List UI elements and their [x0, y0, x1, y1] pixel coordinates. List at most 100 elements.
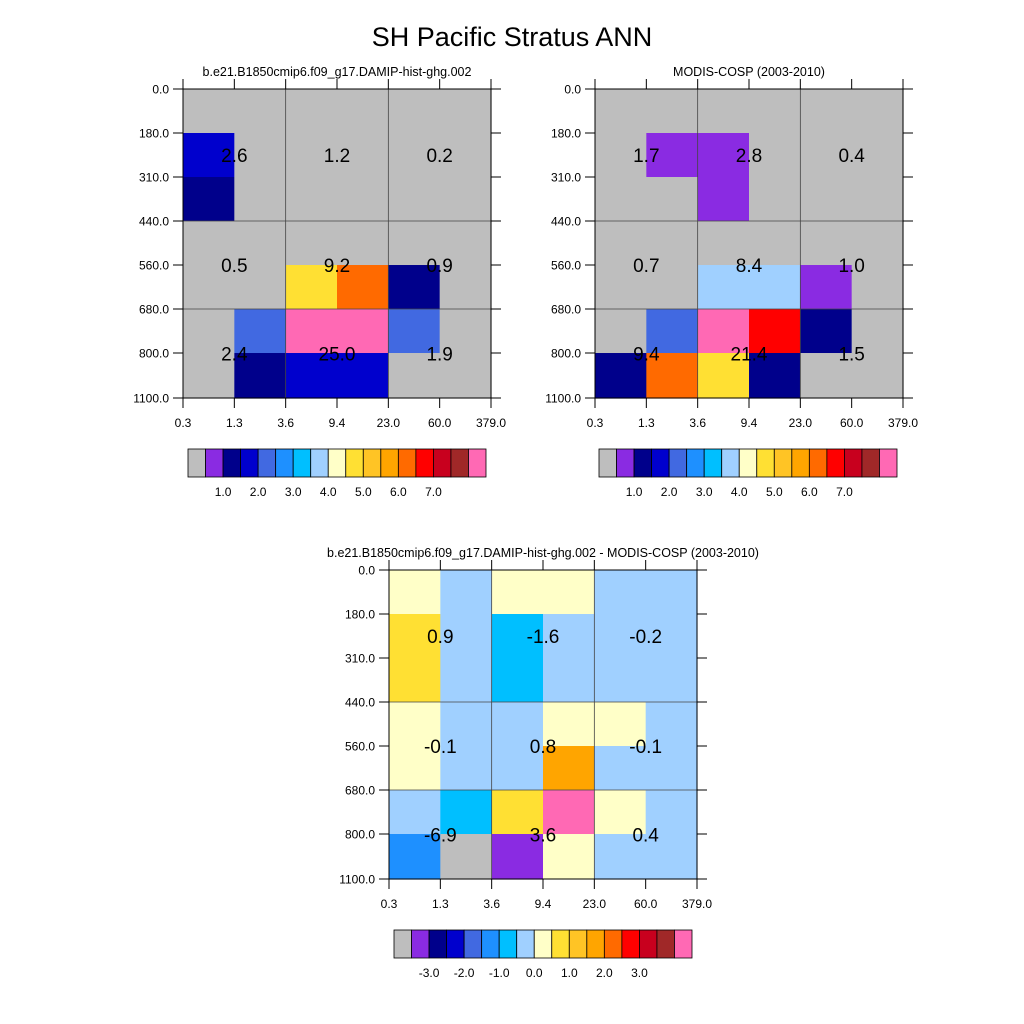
heat-cell — [800, 353, 853, 399]
colorbar-swatch — [756, 448, 775, 478]
colorbar-label: 6.0 — [801, 485, 818, 499]
heat-cell — [234, 221, 287, 266]
heat-cell — [800, 309, 853, 354]
heat-cell — [388, 353, 441, 399]
cell-value-label: 9.2 — [324, 256, 350, 277]
x-tick-label: 0.3 — [587, 416, 604, 430]
cell-value-label: 3.6 — [530, 826, 556, 847]
colorbar-swatch — [674, 929, 693, 959]
colorbar-swatch — [310, 448, 329, 478]
heat-cell — [595, 177, 647, 222]
heat-cell — [851, 353, 904, 399]
colorbar-label: 2.0 — [596, 966, 613, 980]
heat-cell — [749, 353, 801, 399]
heat-cell — [234, 133, 287, 178]
colorbar-swatch — [222, 448, 241, 478]
colorbar-swatch — [327, 448, 347, 478]
colorbar-label: 5.0 — [355, 485, 372, 499]
heat-cell — [800, 89, 853, 134]
colorbar-swatch — [428, 929, 447, 959]
colorbar-swatch — [205, 448, 224, 478]
heat-cell — [646, 89, 699, 134]
colorbar-swatch — [598, 448, 617, 478]
heat-cell — [594, 790, 647, 835]
x-tick-label: 23.0 — [583, 897, 607, 911]
heat-cell — [594, 834, 647, 880]
cell-value-label: 1.9 — [426, 345, 452, 366]
heat-cell — [388, 89, 441, 134]
y-tick-label: 0.0 — [152, 83, 169, 97]
heat-cell — [285, 89, 338, 134]
x-tick-label: 1.3 — [226, 416, 243, 430]
heat-cell — [594, 702, 647, 747]
heat-cell — [285, 309, 338, 354]
heat-cell — [183, 133, 235, 178]
heat-cell — [851, 133, 904, 178]
x-tick-label: 3.6 — [277, 416, 294, 430]
heat-cell — [646, 353, 699, 399]
x-tick-label: 60.0 — [840, 416, 864, 430]
heat-cell — [389, 658, 441, 703]
heat-cell — [491, 834, 544, 880]
colorbar-swatch — [397, 448, 417, 478]
heat-cell — [800, 265, 853, 310]
heat-cell — [337, 309, 389, 354]
heat-cell — [439, 309, 492, 354]
heat-cell — [697, 177, 750, 222]
cell-value-label: -1.6 — [527, 627, 560, 648]
cell-value-label: -6.9 — [424, 826, 457, 847]
heat-cell — [851, 309, 904, 354]
colorbar-swatch — [240, 448, 259, 478]
y-tick-label: 680.0 — [139, 303, 169, 317]
y-tick-label: 180.0 — [551, 127, 581, 141]
colorbar-label: 2.0 — [661, 485, 678, 499]
colorbar-label: 0.0 — [526, 966, 543, 980]
colorbar-swatch — [808, 448, 828, 478]
heat-cell — [337, 133, 389, 178]
heat-cell — [697, 265, 750, 310]
heat-cell — [388, 133, 441, 178]
colorbar-swatch — [446, 929, 465, 959]
heat-cell — [183, 221, 235, 266]
heat-cell — [595, 353, 647, 399]
cell-value-label: 1.5 — [838, 345, 864, 366]
colorbar-swatch — [187, 448, 206, 478]
heat-cell — [749, 133, 801, 178]
heat-cell — [594, 746, 647, 791]
y-tick-label: 560.0 — [551, 259, 581, 273]
heat-cell — [491, 570, 544, 615]
cell-value-label: 1.2 — [324, 146, 350, 167]
cell-value-label: 0.9 — [427, 627, 453, 648]
y-tick-label: 180.0 — [345, 608, 375, 622]
y-tick-label: 800.0 — [345, 828, 375, 842]
heat-cell — [543, 790, 595, 835]
colorbar-swatch — [844, 448, 863, 478]
heat-cell — [851, 177, 904, 222]
cell-value-label: 0.2 — [426, 146, 452, 167]
cell-value-label: 25.0 — [319, 345, 356, 366]
heat-cell — [234, 89, 287, 134]
cell-value-label: 0.5 — [221, 256, 247, 277]
heat-cell — [491, 658, 544, 703]
y-tick-label: 1100.0 — [339, 873, 375, 887]
colorbar-swatch — [292, 448, 312, 478]
x-tick-label: 60.0 — [428, 416, 452, 430]
colorbar-label: -2.0 — [454, 966, 475, 980]
heat-cell — [183, 353, 235, 399]
heat-cell — [749, 265, 801, 310]
x-tick-label: 1.3 — [638, 416, 655, 430]
heat-cell — [697, 221, 750, 266]
heat-cell — [389, 702, 441, 747]
heat-cell — [645, 702, 698, 747]
colorbar-label: 4.0 — [320, 485, 337, 499]
y-tick-label: 310.0 — [551, 171, 581, 185]
colorbar-swatch — [639, 929, 658, 959]
colorbar-label: 1.0 — [626, 485, 643, 499]
y-tick-label: 680.0 — [345, 784, 375, 798]
heat-cell — [440, 658, 493, 703]
x-tick-label: 379.0 — [476, 416, 506, 430]
cell-value-label: -0.2 — [629, 627, 662, 648]
colorbar-swatch — [738, 448, 758, 478]
heat-cell — [440, 570, 493, 615]
heat-cell — [646, 309, 699, 354]
